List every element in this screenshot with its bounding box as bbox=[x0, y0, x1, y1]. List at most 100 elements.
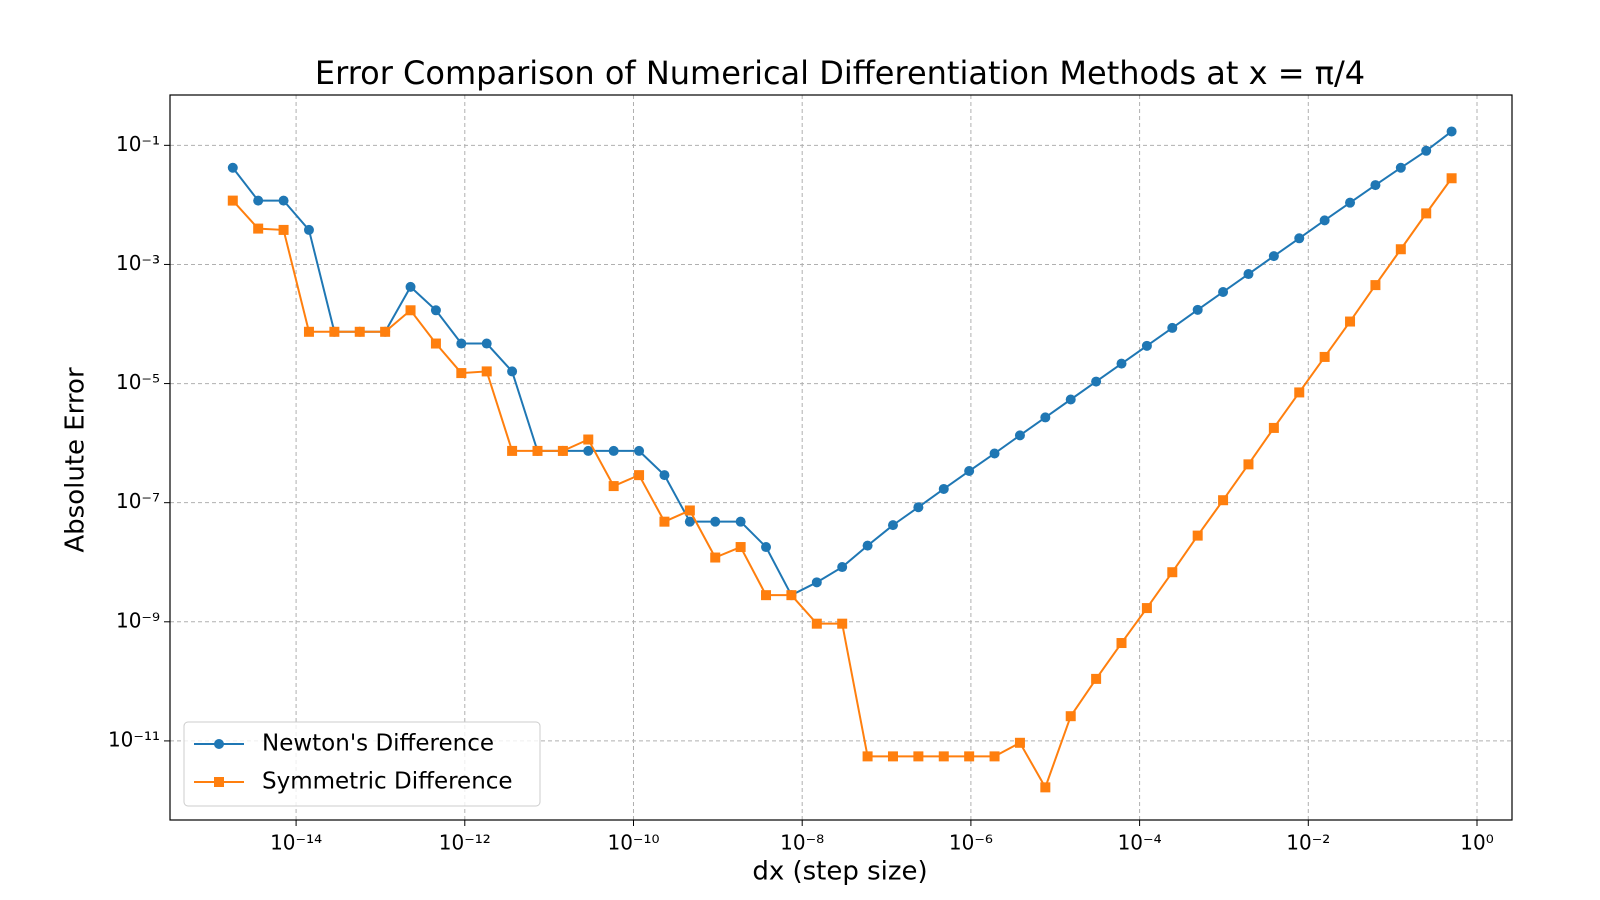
data-point bbox=[1421, 208, 1432, 219]
data-point bbox=[303, 224, 314, 235]
data-point bbox=[862, 751, 873, 762]
data-point bbox=[1294, 233, 1305, 244]
data-point bbox=[887, 751, 898, 762]
data-point bbox=[608, 445, 619, 456]
data-point bbox=[837, 562, 848, 573]
data-point bbox=[430, 338, 441, 349]
legend-marker bbox=[214, 777, 224, 787]
data-point bbox=[684, 505, 695, 516]
data-point bbox=[887, 520, 898, 531]
legend-label: Newton's Difference bbox=[262, 731, 494, 757]
data-point bbox=[1243, 269, 1254, 280]
data-point bbox=[329, 326, 340, 337]
data-point bbox=[253, 195, 264, 206]
data-point bbox=[532, 445, 543, 456]
data-point bbox=[507, 366, 518, 377]
data-point bbox=[456, 338, 467, 349]
x-tick-label: 10⁻⁶ bbox=[949, 831, 993, 855]
y-tick-label: 10⁻⁵ bbox=[116, 370, 160, 394]
y-axis-label: Absolute Error bbox=[61, 367, 91, 553]
y-tick-label: 10⁻¹ bbox=[116, 132, 160, 156]
data-point bbox=[964, 466, 975, 477]
data-point bbox=[938, 751, 949, 762]
data-point bbox=[456, 368, 467, 379]
data-point bbox=[811, 577, 822, 588]
data-point bbox=[1167, 322, 1178, 333]
data-point bbox=[1014, 430, 1025, 441]
data-point bbox=[1040, 412, 1051, 423]
y-tick-label: 10⁻⁹ bbox=[116, 608, 160, 632]
data-point bbox=[989, 448, 1000, 459]
data-point bbox=[964, 751, 975, 762]
data-point bbox=[278, 195, 289, 206]
data-point bbox=[761, 590, 772, 601]
data-point bbox=[1091, 376, 1102, 387]
data-point bbox=[735, 542, 746, 553]
y-tick-label: 10⁻⁷ bbox=[116, 489, 160, 513]
legend-marker bbox=[214, 739, 224, 749]
data-point bbox=[710, 552, 721, 563]
data-point bbox=[913, 751, 924, 762]
data-point bbox=[1192, 304, 1203, 315]
data-point bbox=[710, 516, 721, 527]
y-tick-label: 10⁻¹¹ bbox=[108, 727, 160, 751]
legend-label: Symmetric Difference bbox=[262, 769, 513, 795]
data-point bbox=[481, 338, 492, 349]
data-point bbox=[634, 445, 645, 456]
data-point bbox=[227, 162, 238, 173]
data-point bbox=[1065, 711, 1076, 722]
data-point bbox=[1116, 638, 1127, 649]
data-point bbox=[1370, 280, 1381, 291]
data-point bbox=[1091, 673, 1102, 684]
data-point bbox=[253, 223, 264, 234]
data-point bbox=[659, 470, 670, 481]
chart-title: Error Comparison of Numerical Differenti… bbox=[315, 54, 1365, 92]
data-point bbox=[1370, 180, 1381, 191]
data-point bbox=[1192, 530, 1203, 541]
data-point bbox=[1319, 351, 1330, 362]
data-point bbox=[811, 618, 822, 629]
data-point bbox=[837, 618, 848, 629]
data-point bbox=[1014, 737, 1025, 748]
data-point bbox=[1319, 215, 1330, 226]
data-point bbox=[278, 224, 289, 235]
data-point bbox=[1141, 340, 1152, 351]
data-point bbox=[735, 516, 746, 527]
data-point bbox=[1294, 387, 1305, 398]
data-point bbox=[583, 434, 594, 445]
x-tick-label: 10⁻⁸ bbox=[780, 831, 824, 855]
data-point bbox=[608, 481, 619, 492]
data-point bbox=[481, 366, 492, 377]
data-point bbox=[862, 540, 873, 551]
data-point bbox=[684, 516, 695, 527]
series-line bbox=[232, 177, 1453, 790]
data-point bbox=[1446, 173, 1457, 184]
data-point bbox=[583, 445, 594, 456]
data-point bbox=[989, 751, 1000, 762]
data-point bbox=[1141, 603, 1152, 614]
series-line bbox=[231, 130, 1453, 597]
data-point bbox=[1268, 251, 1279, 262]
data-point bbox=[938, 483, 949, 494]
data-point bbox=[507, 445, 518, 456]
data-point bbox=[1345, 197, 1356, 208]
data-point bbox=[405, 305, 416, 316]
data-point bbox=[430, 305, 441, 316]
data-point bbox=[405, 281, 416, 292]
plot-frame bbox=[169, 94, 1513, 821]
data-point bbox=[1395, 244, 1406, 255]
x-tick-label: 10⁻⁴ bbox=[1118, 831, 1162, 855]
data-point bbox=[913, 502, 924, 513]
data-point bbox=[1345, 316, 1356, 327]
x-tick-label: 10⁻¹⁰ bbox=[607, 831, 659, 855]
data-point bbox=[659, 516, 670, 527]
data-point bbox=[227, 195, 238, 206]
x-tick-label: 10⁻¹² bbox=[439, 831, 491, 855]
x-tick-label: 10⁻¹⁴ bbox=[270, 831, 322, 855]
data-point bbox=[1446, 126, 1457, 137]
data-point bbox=[1395, 162, 1406, 173]
data-point bbox=[1116, 358, 1127, 369]
x-tick-label: 10⁻² bbox=[1286, 831, 1330, 855]
data-point bbox=[1421, 145, 1432, 156]
data-point bbox=[557, 445, 568, 456]
